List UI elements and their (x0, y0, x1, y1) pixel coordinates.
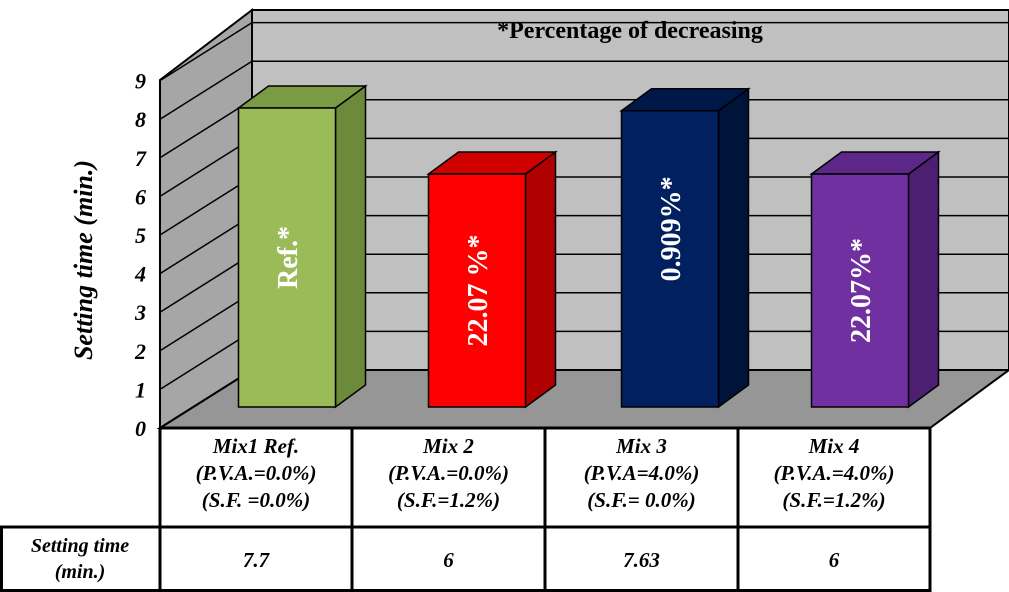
category-label-line: (P.V.A=4.0%) (584, 461, 700, 485)
table-cell: 7.63 (623, 548, 660, 572)
y-tick-label: 4 (134, 262, 146, 287)
category-label-line: (P.V.A.=4.0%) (774, 461, 895, 485)
gridline (159, 253, 253, 313)
y-tick-label: 0 (135, 416, 146, 441)
gridline (159, 292, 253, 352)
bar-label: Ref.* (273, 226, 304, 289)
table-row-header: Setting time (min.) (31, 535, 129, 583)
gridline (159, 99, 253, 159)
category-label-line: (S.F.=1.2%) (782, 488, 885, 512)
y-tick-label: 1 (135, 377, 146, 402)
chart-title: *Percentage of decreasing (497, 18, 763, 44)
gridline (159, 137, 253, 198)
bars: Ref.* 22.07 %* 0.909%* 22.07%* (236, 84, 941, 409)
bar-label: 0.909%* (656, 176, 687, 281)
row-header-line: (min.) (55, 561, 106, 583)
bar-3: 0.909%* (619, 87, 751, 409)
bar-side (524, 150, 557, 409)
bar-side (717, 87, 750, 409)
category-label-line: (P.V.A.=0.0%) (196, 461, 317, 485)
category-label: Mix1 Ref. (P.V.A.=0.0%) (S.F. =0.0%) (196, 434, 317, 512)
y-tick-label: 2 (134, 339, 146, 364)
gridline (159, 176, 253, 236)
table-cell: 6 (829, 548, 840, 572)
category-label-line: Mix 3 (615, 434, 667, 458)
y-tick-label: 5 (135, 223, 146, 248)
category-label: Mix 2 (P.V.A.=0.0%) (S.F.=1.2%) (388, 434, 509, 512)
bar-front (237, 107, 337, 408)
table-cell: 6 (443, 548, 454, 572)
y-axis-ticks: 0 1 2 3 4 5 6 7 8 9 (134, 69, 147, 441)
gridline (159, 214, 253, 275)
gridline (159, 21, 253, 82)
data-table: Mix1 Ref. (P.V.A.=0.0%) (S.F. =0.0%) Mix 2 (… (0, 426, 932, 592)
table-cell: 7.7 (243, 548, 271, 572)
y-axis-label: Setting time (min.) (69, 160, 98, 360)
category-label-line: Mix 2 (422, 434, 474, 458)
y-tick-label: 8 (135, 107, 146, 132)
y-tick-label: 7 (135, 146, 147, 171)
gridline (159, 330, 253, 391)
bar-label: 22.07%* (846, 238, 877, 343)
category-label-line: Mix 4 (808, 434, 860, 458)
category-label-line: Mix1 Ref. (212, 434, 299, 458)
gridline (159, 60, 253, 120)
category-label: Mix 3 (P.V.A=4.0%) (S.F.= 0.0%) (584, 434, 700, 512)
bar-side (907, 150, 940, 409)
category-label-line: (S.F.=1.2%) (397, 488, 500, 512)
category-label-line: (S.F. =0.0%) (202, 488, 310, 512)
bar-1: Ref.* (236, 84, 368, 409)
y-tick-label: 6 (135, 184, 146, 209)
category-label-line: (S.F.= 0.0%) (587, 488, 695, 512)
bar-front (620, 109, 720, 408)
category-label: Mix 4 (P.V.A.=4.0%) (S.F.=1.2%) (774, 434, 895, 512)
bar-label: 22.07 %* (463, 235, 494, 347)
row-header-line: Setting time (31, 535, 129, 557)
y-tick-label: 3 (134, 300, 146, 325)
bar-front (810, 173, 910, 408)
bar-front (427, 173, 527, 408)
category-label-line: (P.V.A.=0.0%) (388, 461, 509, 485)
y-tick-label: 9 (135, 69, 146, 94)
bar-4: 22.07%* (809, 150, 941, 409)
bar-2: 22.07 %* (426, 150, 558, 409)
bar-side (334, 84, 367, 409)
